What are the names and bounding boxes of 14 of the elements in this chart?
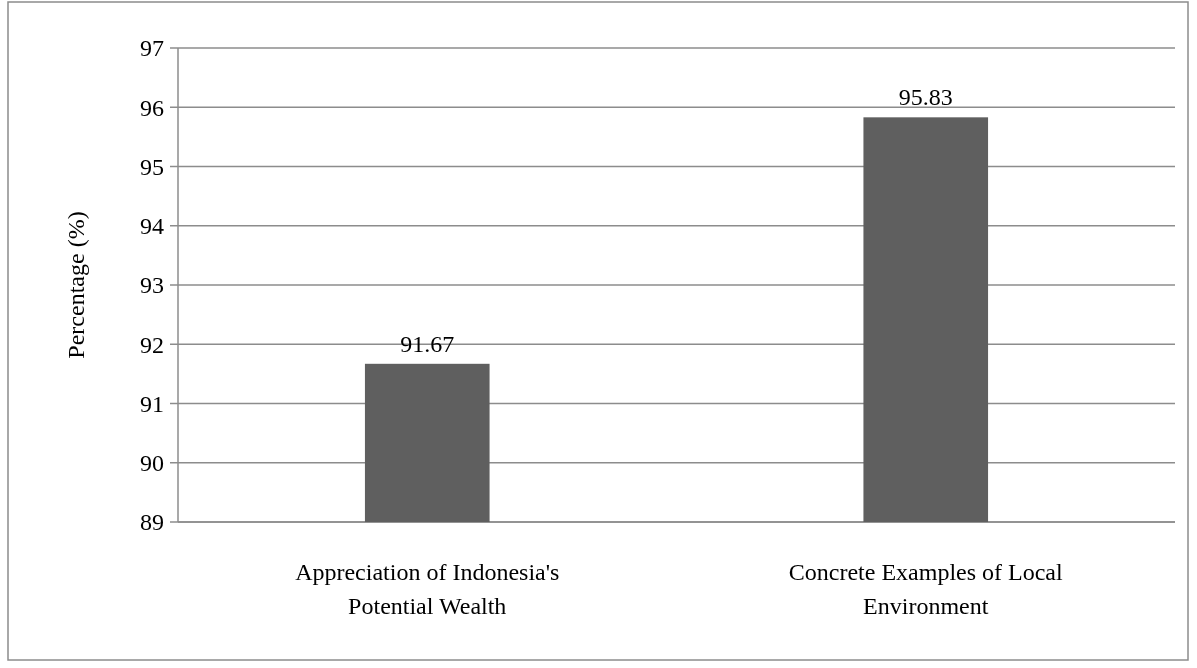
x-tick-label: Concrete Examples of Local Environment xyxy=(788,559,1064,619)
y-tick-label: 96 xyxy=(140,94,164,121)
x-tick-label: Appreciation of Indonesia's Potential Wealth xyxy=(295,559,560,619)
y-tick-label: 91 xyxy=(140,390,164,417)
y-tick-label: 90 xyxy=(140,450,164,477)
y-tick-label: 92 xyxy=(140,331,164,358)
data-label: 95.83 xyxy=(898,84,953,111)
y-tick-label: 97 xyxy=(140,35,164,62)
data-label: 91.67 xyxy=(400,330,455,357)
y-tick-label: 93 xyxy=(140,272,164,299)
y-axis-title: Percentage (%) xyxy=(63,211,89,359)
y-tick-label: 95 xyxy=(140,153,164,180)
y-tick-label: 89 xyxy=(140,509,164,536)
y-tick-label: 94 xyxy=(140,213,164,240)
